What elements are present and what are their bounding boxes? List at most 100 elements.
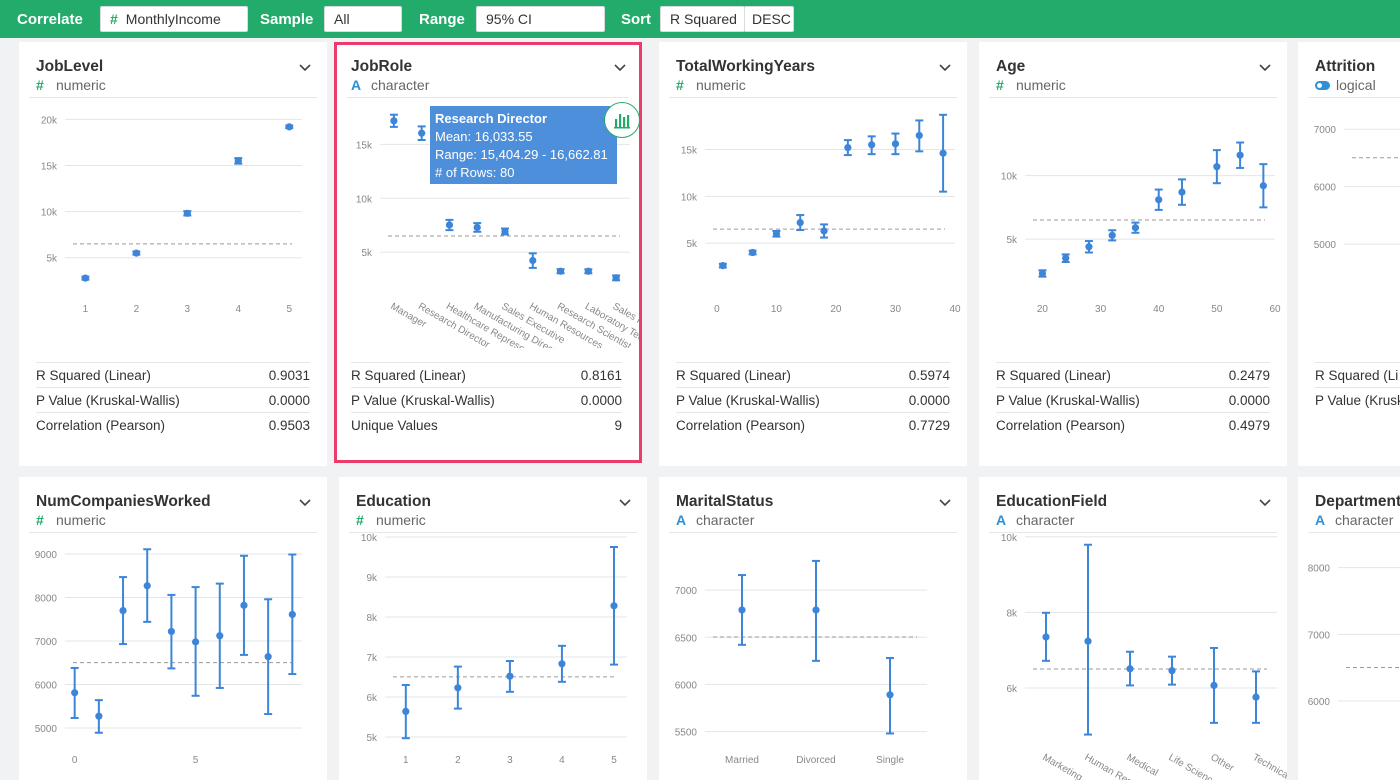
- error-bar[interactable]: [183, 209, 192, 217]
- error-bar[interactable]: [1210, 646, 1218, 724]
- chevron-down-icon[interactable]: [1257, 62, 1273, 74]
- stat-label: R Squared (Li: [1315, 367, 1399, 383]
- error-bar[interactable]: [557, 644, 566, 683]
- x-tick-label: 5: [193, 755, 199, 766]
- error-bar[interactable]: [453, 665, 462, 710]
- error-bar[interactable]: [119, 576, 128, 646]
- card-joblevel[interactable]: JobLevel # numeric 5k 10k 15k 20k 1 2 3 4 5 R Squa…: [19, 42, 327, 466]
- tooltip-title: Research Director: [435, 111, 547, 126]
- card-education[interactable]: Education # numeric 5k 6k 7k 8k 9k 10k 1 2 3 4 5: [339, 477, 647, 780]
- error-bar[interactable]: [1252, 670, 1260, 724]
- error-bar[interactable]: [748, 248, 757, 257]
- x-tick-label: 5: [286, 304, 292, 315]
- error-bar[interactable]: [1084, 543, 1092, 736]
- range-select[interactable]: 95% CI: [476, 6, 605, 32]
- error-bar[interactable]: [1154, 188, 1163, 211]
- error-bar[interactable]: [1126, 650, 1134, 687]
- y-tick-label: 7k: [366, 653, 378, 664]
- error-bar[interactable]: [609, 546, 618, 666]
- error-bar[interactable]: [528, 252, 537, 269]
- x-tick-label: 2: [134, 304, 140, 315]
- error-bar[interactable]: [501, 227, 509, 236]
- stats-table: R Squared (Linear) 0.8161 P Value (Kruskal…: [351, 362, 622, 437]
- card-attrition[interactable]: Attrition logical 500060007000TRR Square…: [1298, 42, 1400, 466]
- chevron-down-icon[interactable]: [1257, 497, 1273, 509]
- mean-point: [473, 223, 481, 232]
- error-bar[interactable]: [94, 699, 103, 734]
- error-bar[interactable]: [1042, 611, 1050, 662]
- error-bar[interactable]: [820, 223, 829, 239]
- sample-select[interactable]: All: [324, 6, 402, 32]
- error-bar[interactable]: [556, 267, 565, 275]
- error-bar[interactable]: [234, 157, 243, 165]
- sort-order-button[interactable]: DESC: [744, 6, 794, 32]
- mean-point: [1210, 681, 1218, 690]
- error-bar[interactable]: [445, 218, 454, 232]
- error-bar[interactable]: [772, 229, 781, 238]
- bar-chart-icon[interactable]: [604, 102, 639, 138]
- chevron-down-icon[interactable]: [617, 497, 633, 509]
- error-bar[interactable]: [1061, 253, 1070, 264]
- chevron-down-icon[interactable]: [937, 62, 953, 74]
- error-bar[interactable]: [132, 249, 141, 257]
- error-bar[interactable]: [891, 132, 900, 156]
- error-bar[interactable]: [718, 262, 727, 270]
- error-bar[interactable]: [1177, 178, 1186, 206]
- sample-label: Sample: [260, 11, 314, 28]
- mean-point: [772, 230, 781, 238]
- error-bar[interactable]: [584, 267, 593, 275]
- error-bar[interactable]: [939, 113, 948, 193]
- error-bar[interactable]: [796, 214, 805, 232]
- chevron-down-icon[interactable]: [937, 497, 953, 509]
- error-bar[interactable]: [1131, 221, 1140, 234]
- error-bar[interactable]: [612, 274, 621, 282]
- error-bar[interactable]: [285, 123, 294, 131]
- error-bar[interactable]: [191, 586, 200, 697]
- error-bar[interactable]: [843, 139, 852, 157]
- error-bar[interactable]: [1168, 655, 1176, 686]
- error-bar[interactable]: [1038, 269, 1047, 278]
- error-bar[interactable]: [1212, 149, 1221, 185]
- error-bar[interactable]: [1259, 163, 1268, 209]
- error-bar[interactable]: [167, 593, 176, 670]
- error-bar[interactable]: [886, 657, 894, 735]
- error-bar[interactable]: [473, 222, 482, 233]
- correlate-target-select[interactable]: # MonthlyIncome: [100, 6, 248, 32]
- error-bar[interactable]: [812, 559, 820, 662]
- error-bar[interactable]: [417, 125, 426, 142]
- chevron-down-icon[interactable]: [297, 497, 313, 509]
- error-bar[interactable]: [143, 548, 152, 623]
- error-bar[interactable]: [389, 113, 398, 128]
- stat-row: Correlation (Pearson) 0.4979: [996, 412, 1270, 437]
- error-bar[interactable]: [1084, 240, 1093, 254]
- card-header-divider: [29, 97, 317, 98]
- error-bar[interactable]: [738, 574, 746, 646]
- error-bar[interactable]: [867, 135, 876, 156]
- card-numcompaniesworked[interactable]: NumCompaniesWorked # numeric 5000 6000 7000…: [19, 477, 327, 780]
- card-age[interactable]: Age # numeric 5k 10k 20 30 40 50 60 R Squared (L…: [979, 42, 1287, 466]
- error-bar[interactable]: [401, 684, 410, 740]
- error-bar[interactable]: [505, 660, 514, 693]
- stat-label: P Value (Kruskal-Wallis): [676, 392, 820, 408]
- card-totalworkingyears[interactable]: TotalWorkingYears # numeric 5k 10k 15k 0 10 20…: [659, 42, 967, 466]
- error-bar[interactable]: [215, 582, 224, 689]
- x-tick-label: 4: [236, 304, 242, 315]
- sort-by-select[interactable]: R Squared: [660, 6, 745, 32]
- error-bar[interactable]: [288, 553, 297, 676]
- error-bar[interactable]: [1108, 229, 1117, 242]
- error-bar[interactable]: [239, 554, 248, 656]
- column-name: EducationField: [996, 493, 1108, 510]
- error-bar[interactable]: [70, 666, 79, 719]
- x-tick-label: 50: [1211, 304, 1223, 315]
- chevron-down-icon[interactable]: [612, 62, 628, 74]
- chevron-down-icon[interactable]: [297, 62, 313, 74]
- error-bar[interactable]: [264, 598, 273, 716]
- stat-value: 0.4979: [1228, 417, 1270, 433]
- error-bar[interactable]: [1236, 141, 1245, 169]
- error-bar[interactable]: [915, 119, 924, 153]
- error-bar[interactable]: [81, 274, 90, 282]
